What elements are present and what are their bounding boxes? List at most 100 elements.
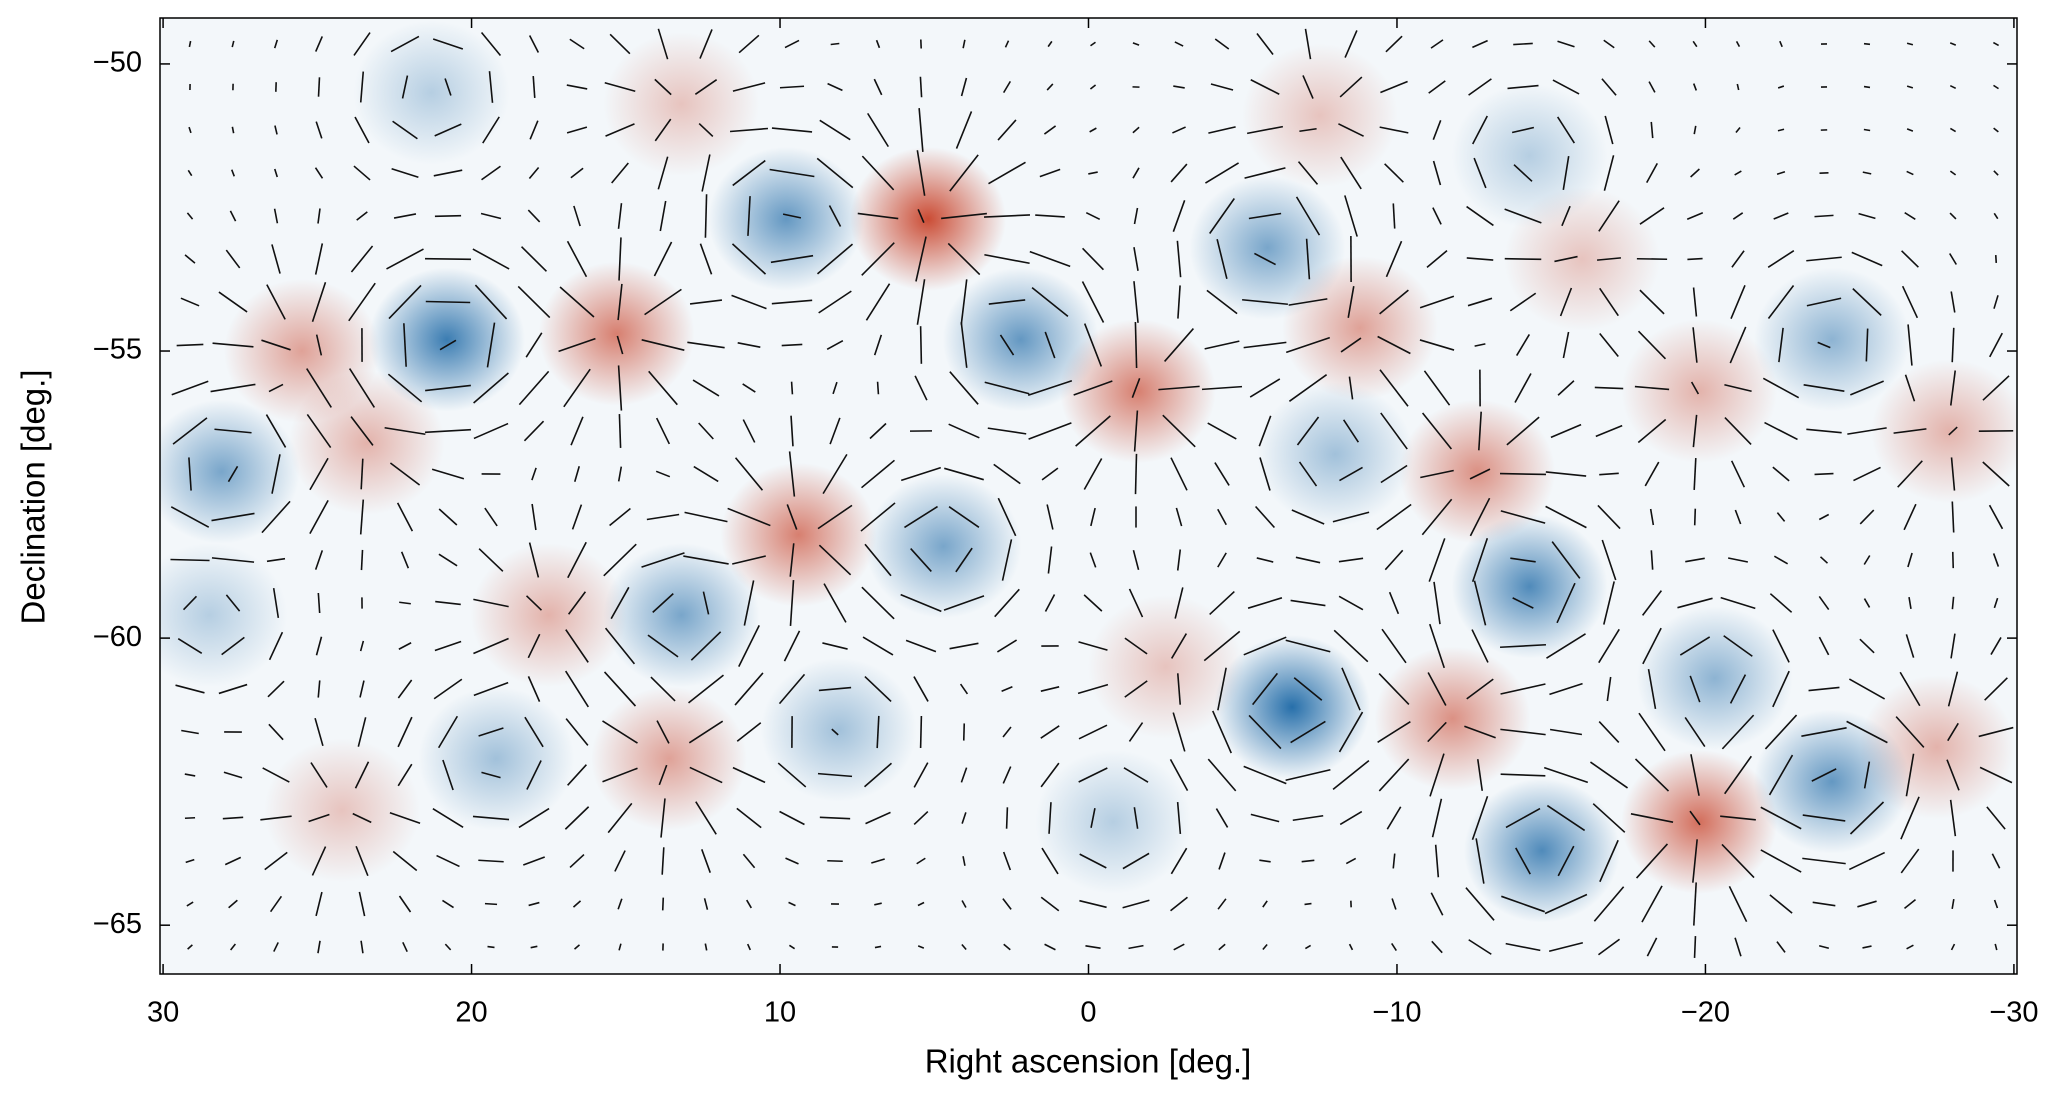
polarization-stick [655,417,671,445]
polarization-stick [1992,553,2000,567]
polarization-stick [1853,466,1881,482]
polarization-stick [565,629,589,663]
polarization-stick [1812,901,1836,907]
polarization-stick [817,772,853,778]
polarization-stick [308,813,330,823]
polarization-stick [729,127,769,133]
polarization-stick [949,371,979,405]
polarization-stick [693,465,719,483]
polarization-stick [1214,462,1230,486]
polarization-stick [425,300,471,304]
polarization-stick [517,285,551,319]
polarization-stick [1687,257,1703,261]
polarization-stick [658,764,668,786]
polarization-stick [1895,716,1925,748]
polarization-stick [527,209,541,223]
polarization-stick [737,342,761,348]
polarization-stick [1256,33,1274,55]
polarization-stick [919,715,923,749]
polarization-stick [1002,726,1012,738]
polarization-stick [918,108,924,152]
polarization-stick [618,237,622,281]
polarization-stick [181,729,199,735]
polarization-stick [1642,627,1662,665]
polarization-stick [1421,498,1453,536]
polarization-stick [1772,629,1790,663]
polarization-stick [1690,168,1700,178]
polarization-stick [1244,167,1286,179]
polarization-stick [1293,677,1323,701]
polarization-stick [1993,295,1999,309]
polarization-stick [1378,758,1410,792]
polarization-stick [1603,581,1615,625]
polarization-stick [1773,555,1789,565]
polarization-stick [311,846,327,876]
polarization-stick [315,891,323,917]
polarization-stick [1641,885,1663,923]
polarization-stick [1852,288,1882,316]
polarization-stick [913,676,929,702]
polarization-stick [863,762,893,788]
polarization-stick [566,84,588,90]
polarization-stick [1644,461,1660,487]
polarization-stick [1679,636,1711,656]
polarization-stick [1297,161,1319,185]
map-blob [160,543,288,688]
polarization-stick [1721,714,1755,750]
map-blob [942,267,1099,412]
polarization-stick [860,502,896,532]
polarization-stick [1201,385,1243,391]
polarization-stick [1473,157,1487,189]
polarization-stick [401,75,409,99]
polarization-stick [618,414,622,448]
polarization-stick [1162,414,1196,448]
polarization-stick [225,594,241,612]
polarization-stick [1001,539,1013,581]
polarization-stick [1906,944,1914,950]
polarization-stick [1849,801,1885,835]
polarization-stick [398,895,412,913]
polarization-stick [399,601,411,605]
polarization-stick [955,111,973,149]
polarization-stick [523,856,545,866]
polarization-stick [1048,802,1052,834]
polarization-stick [573,205,581,227]
polarization-stick [1811,768,1837,782]
polarization-stick [1951,327,1955,363]
polarization-stick [1344,195,1358,237]
polarization-stick [1637,418,1667,444]
polarization-stick [1379,369,1409,407]
polarization-stick [1769,894,1793,914]
x-tick-label: 10 [764,997,796,1029]
polarization-stick [1247,597,1283,609]
polarization-stick [1430,39,1444,49]
polarization-stick [357,717,367,747]
polarization-stick [311,282,327,322]
polarization-stick [1760,849,1802,873]
polarization-stick [960,322,968,368]
polarization-stick [397,763,413,787]
x-tick-label: 20 [455,997,487,1029]
map-blob [1214,635,1371,780]
polarization-stick [790,415,794,447]
polarization-stick [1991,853,2001,869]
polarization-stick [355,845,369,877]
polarization-stick [603,543,637,577]
polarization-stick [1949,84,1957,90]
polarization-stick [1863,128,1871,132]
polarization-stick [785,857,799,865]
polarization-stick [1505,942,1541,952]
polarization-stick [1734,170,1742,176]
polarization-stick [688,674,724,704]
polarization-stick [603,671,637,707]
polarization-stick [480,212,502,220]
polarization-stick [573,465,581,483]
polarization-stick [1046,83,1054,91]
polarization-stick [1982,461,2010,487]
polarization-stick [949,154,979,192]
polarization-stick [1173,943,1185,951]
polarization-stick [1338,557,1364,563]
polarization-stick [1507,84,1539,90]
polarization-stick [184,773,196,777]
polarization-stick [518,370,550,406]
